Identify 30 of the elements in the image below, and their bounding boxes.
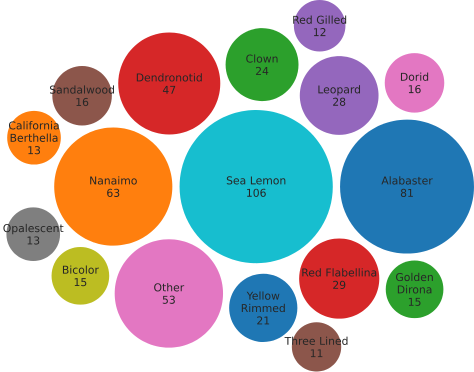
data-label: 11 <box>310 350 322 358</box>
data-label: 28 <box>333 98 346 106</box>
data-label: 81 <box>400 188 413 198</box>
category-label: Clown <box>246 54 278 63</box>
category-label: Leopard <box>318 85 360 96</box>
category-label: Alabaster <box>381 176 433 185</box>
data-label: 21 <box>257 316 270 325</box>
data-label: 16 <box>408 85 421 94</box>
data-label: 29 <box>333 280 346 290</box>
category-label: Sea Lemon <box>226 176 286 185</box>
category-label: Other <box>154 283 184 292</box>
data-label: 106 <box>247 188 266 198</box>
category-label: Bicolor <box>62 266 99 274</box>
data-label: 13 <box>28 236 40 245</box>
category-label: Dorid <box>400 72 428 82</box>
category-label: Golden Dirona <box>396 272 433 294</box>
data-label: 12 <box>314 28 326 36</box>
category-label: Red Flabellina <box>302 268 376 277</box>
category-label: Dendronotid <box>136 73 202 82</box>
data-label: 13 <box>28 146 40 154</box>
category-label: California Berthella <box>8 121 59 142</box>
data-label: 24 <box>256 67 268 76</box>
data-label: 16 <box>76 98 88 106</box>
data-label: 47 <box>162 86 176 94</box>
data-label: 15 <box>408 298 420 306</box>
category-label: Nanaimo <box>90 176 137 185</box>
category-label: Yellow Rimmed <box>242 292 285 312</box>
data-label: 53 <box>162 296 175 304</box>
data-label: 15 <box>74 278 86 286</box>
data-label: 63 <box>107 188 120 198</box>
